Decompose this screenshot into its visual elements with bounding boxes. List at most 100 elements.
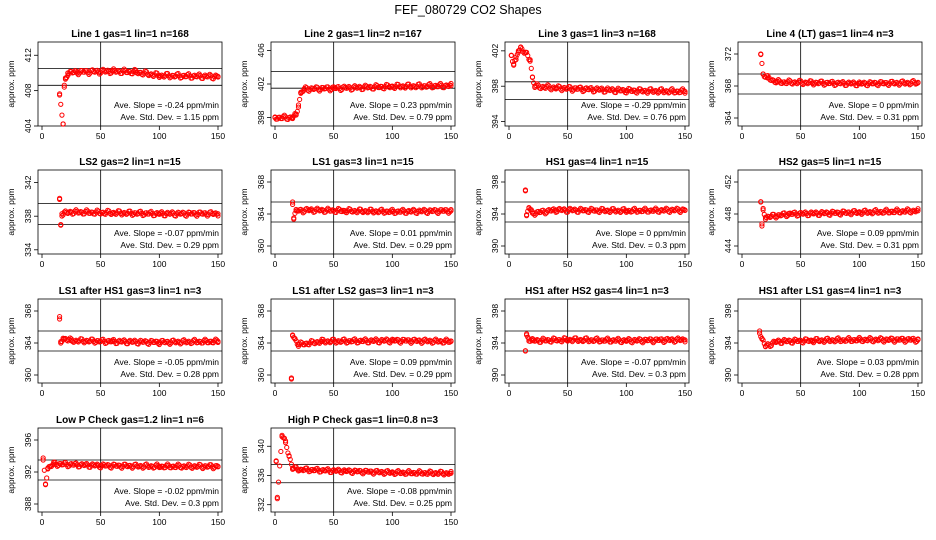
data-point — [884, 81, 891, 87]
chart-panel: Line 1 gas=1 lin=1 n=168 0 50 100 150 404 408 4… — [6, 29, 225, 141]
slope-label: Ave. Slope = -0.05 ppm/min — [114, 357, 219, 367]
x-tick-label: 50 — [96, 131, 106, 141]
y-tick-label: 398 — [490, 304, 500, 318]
data-point — [284, 444, 290, 451]
data-point — [288, 461, 295, 467]
x-tick-label: 100 — [385, 259, 399, 269]
data-point — [60, 212, 66, 218]
data-point — [309, 466, 316, 473]
data-point — [96, 71, 103, 77]
data-point — [399, 207, 405, 213]
data-point — [759, 221, 765, 227]
data-point — [528, 65, 534, 72]
slope-label: Ave. Slope = -0.02 ppm/min — [114, 486, 219, 496]
data-point — [315, 87, 322, 93]
chart-panel: Line 4 (LT) gas=1 lin=4 n=3 0 50 100 150 364 3… — [706, 29, 925, 141]
plot-frame — [737, 41, 923, 127]
data-point — [845, 336, 851, 342]
slope-label: Ave. Slope = -0.29 ppm/min — [581, 100, 686, 110]
data-point — [132, 66, 138, 73]
data-point — [360, 86, 366, 92]
slope-label: Ave. Slope = 0.09 ppm/min — [817, 228, 919, 238]
data-point — [338, 87, 344, 94]
data-point — [139, 338, 145, 344]
x-tick-label: 50 — [329, 517, 339, 527]
x-tick-label: 0 — [40, 388, 45, 398]
data-point — [856, 334, 862, 341]
data-point — [40, 457, 46, 463]
data-point — [447, 82, 453, 88]
data-point — [145, 71, 151, 78]
y-axis-label: approx. ppm — [706, 60, 716, 107]
data-point — [372, 209, 378, 215]
data-point — [649, 88, 655, 94]
data-point — [160, 73, 166, 79]
data-point — [651, 206, 658, 213]
data-point — [408, 340, 414, 346]
data-point — [168, 210, 174, 216]
data-point — [413, 85, 419, 91]
data-point — [282, 438, 289, 444]
y-tick-label: 340 — [256, 439, 266, 453]
data-point — [513, 54, 519, 60]
data-point — [786, 77, 792, 83]
data-point — [404, 208, 411, 214]
chart-panel: LS1 after LS2 gas=3 lin=1 n=3 0 50 100 150 36… — [239, 286, 458, 398]
data-point — [524, 331, 530, 337]
data-point — [106, 208, 112, 214]
x-tick-label: 50 — [796, 131, 806, 141]
data-point — [531, 337, 537, 343]
std-dev-label: Ave. Std. Dev. = 0.3 ppm — [125, 498, 219, 508]
y-axis-label: approx. ppm — [239, 60, 249, 107]
data-point — [132, 337, 138, 343]
data-point — [915, 79, 921, 85]
data-point — [758, 51, 764, 58]
data-point — [511, 62, 517, 68]
data-point — [57, 195, 63, 201]
x-tick-label: 0 — [740, 131, 745, 141]
y-tick-label: 398 — [490, 79, 500, 93]
data-point — [166, 340, 172, 346]
x-tick-label: 0 — [40, 259, 45, 269]
data-point — [215, 74, 221, 80]
x-tick-label: 100 — [152, 388, 166, 398]
data-point — [108, 70, 114, 76]
data-point — [370, 471, 377, 477]
data-point — [682, 207, 688, 214]
data-point — [407, 339, 413, 345]
y-tick-label: 334 — [23, 242, 33, 256]
data-point — [175, 461, 181, 467]
x-tick-label: 0 — [740, 259, 745, 269]
data-point — [569, 338, 575, 345]
data-point — [126, 339, 132, 345]
data-point — [291, 216, 297, 222]
chart-panel: High P Check gas=1 lin=0.8 n=3 0 50 100 150 3… — [239, 415, 458, 527]
data-point — [657, 207, 663, 214]
x-tick-label: 0 — [273, 259, 278, 269]
data-point — [678, 87, 685, 93]
data-point — [149, 72, 155, 78]
x-tick-label: 50 — [563, 131, 573, 141]
data-point — [214, 73, 220, 79]
panel-title: Low P Check gas=1.2 lin=1 n=6 — [56, 415, 204, 426]
data-point — [801, 80, 807, 86]
data-point — [444, 209, 451, 215]
plot-frame — [270, 298, 456, 384]
data-point — [157, 210, 164, 216]
data-point — [300, 88, 306, 94]
data-point — [82, 339, 89, 345]
data-point — [44, 475, 50, 481]
data-point — [895, 336, 901, 342]
data-point — [448, 80, 454, 87]
x-tick-label: 0 — [40, 131, 45, 141]
data-point — [768, 343, 774, 349]
slope-label: Ave. Slope = 0.03 ppm/min — [817, 357, 919, 367]
std-dev-label: Ave. Std. Dev. = 0.28 ppm — [120, 369, 219, 379]
data-point — [335, 466, 341, 472]
data-point — [154, 70, 160, 76]
data-point — [676, 336, 682, 342]
data-point — [638, 339, 645, 345]
x-tick-label: 100 — [619, 259, 633, 269]
plot-frame — [504, 41, 690, 127]
data-point — [177, 341, 184, 347]
